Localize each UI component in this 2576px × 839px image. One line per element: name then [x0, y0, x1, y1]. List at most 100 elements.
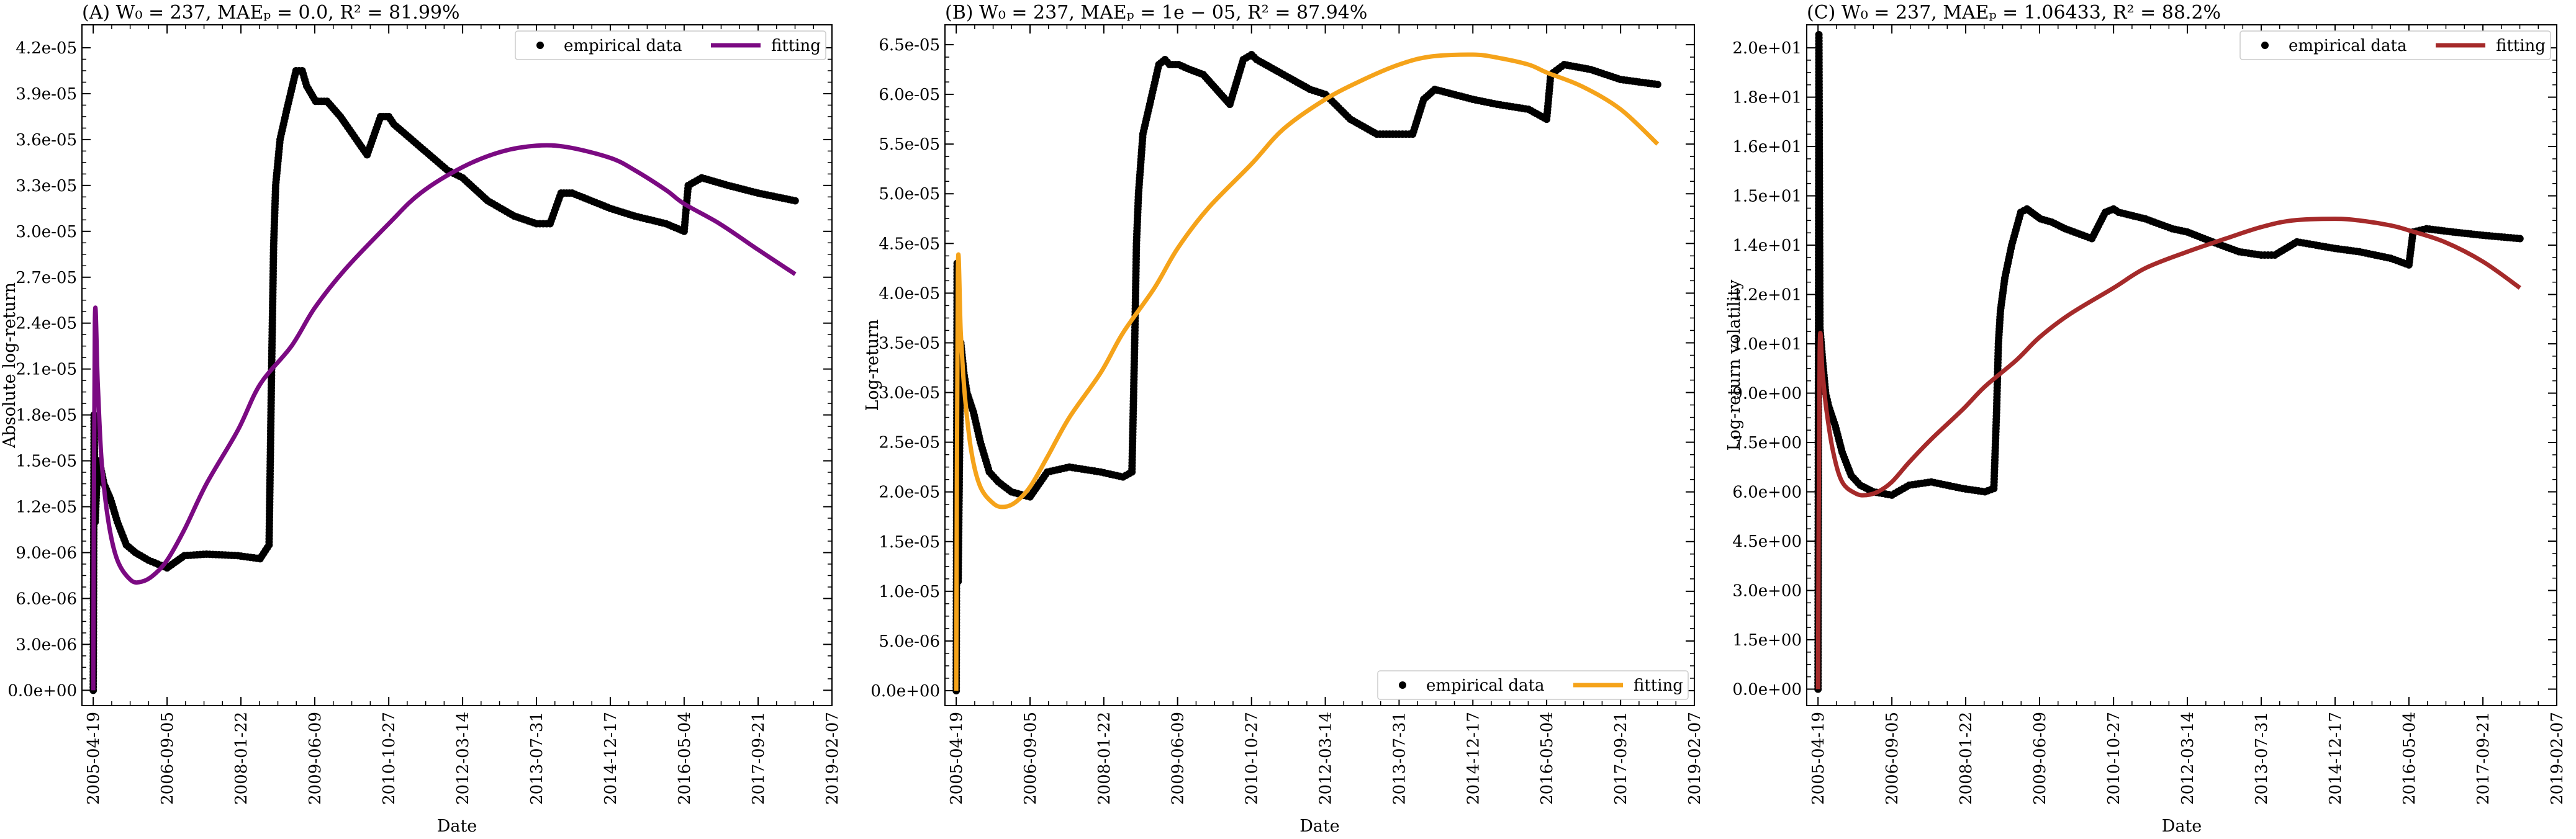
panel-b: (B) W₀ = 237, MAEₚ = 1e − 05, R² = 87.94… — [863, 2, 1704, 836]
legend-box — [2239, 30, 2551, 60]
legend-label-fitting: fitting — [771, 37, 821, 55]
x-tick-label: 2014-12-17 — [2326, 712, 2345, 805]
chart-title: (A) W₀ = 237, MAEₚ = 0.0, R² = 81.99% — [82, 2, 460, 24]
x-tick-label: 2012-03-14 — [454, 712, 472, 805]
y-tick-label: 1.4e+01 — [1732, 236, 1802, 255]
legend-marker-empirical — [536, 42, 544, 49]
plot-area — [89, 66, 799, 694]
x-tick-label: 2016-05-04 — [676, 712, 694, 805]
empirical-point — [791, 197, 799, 205]
legend-box — [515, 30, 826, 60]
y-tick-label: 6.5e-05 — [879, 36, 940, 55]
y-tick-label: 6.0e+00 — [1732, 483, 1802, 502]
fitting-line — [91, 143, 797, 691]
legend-label-empirical: empirical data — [2289, 37, 2407, 55]
y-tick-label: 3.0e+00 — [1732, 582, 1802, 601]
x-tick-label: 2006-09-05 — [1021, 712, 1040, 805]
y-tick-label: 2.4e-05 — [16, 315, 77, 333]
x-tick-label: 2019-02-07 — [1686, 712, 1704, 805]
y-tick-label: 3.3e-05 — [16, 177, 77, 195]
y-tick-label: 1.5e-05 — [879, 533, 940, 552]
chart-title: (B) W₀ = 237, MAEₚ = 1e − 05, R² = 87.94… — [945, 2, 1367, 24]
chart-title: (C) W₀ = 237, MAEₚ = 1.06433, R² = 88.2% — [1807, 2, 2221, 24]
y-tick-label: 6.0e-05 — [879, 86, 940, 104]
y-tick-label: 2.7e-05 — [16, 269, 77, 287]
x-tick-label: 2019-02-07 — [823, 712, 842, 805]
y-tick-label: 2.5e-05 — [879, 434, 940, 452]
x-tick-label: 2017-09-21 — [749, 712, 768, 805]
legend: empirical data fitting — [515, 30, 826, 60]
y-tick-label: 4.5e+00 — [1732, 532, 1802, 551]
y-tick-label: 5.0e-06 — [879, 632, 940, 651]
y-tick-label: 9.0e+00 — [1732, 385, 1802, 403]
y-tick-label: 6.0e-06 — [16, 590, 77, 608]
x-tick-label: 2005-04-19 — [84, 712, 103, 805]
x-tick-label: 2006-09-05 — [1883, 712, 1902, 805]
legend-marker-empirical — [2261, 42, 2269, 49]
y-tick-label: 1.2e-05 — [16, 498, 77, 517]
y-tick-label: 1.5e+01 — [1732, 187, 1802, 206]
x-tick-label: 2013-07-31 — [1390, 712, 1409, 805]
legend-label-empirical: empirical data — [564, 37, 682, 55]
x-tick-label: 2008-01-22 — [1957, 712, 1976, 805]
fitting-line — [1815, 217, 2521, 689]
y-tick-label: 1.8e+01 — [1732, 89, 1802, 107]
x-tick-label: 2017-09-21 — [2474, 712, 2493, 805]
x-tick-label: 2006-09-05 — [158, 712, 177, 805]
y-tick-label: 2.0e+01 — [1732, 39, 1802, 58]
plot-frame — [944, 24, 1695, 706]
y-tick-label: 2.0e-05 — [879, 483, 940, 502]
y-tick-label: 5.5e-05 — [879, 135, 940, 154]
y-tick-label: 0.0e+00 — [870, 682, 940, 701]
y-tick-label: 2.1e-05 — [16, 361, 77, 379]
y-tick-label: 3.0e-05 — [16, 223, 77, 241]
x-tick-label: 2010-10-27 — [380, 712, 399, 805]
y-tick-label: 3.0e-06 — [16, 635, 77, 654]
empirical-point — [2516, 235, 2524, 243]
y-tick-label: 7.5e+00 — [1732, 434, 1802, 452]
x-tick-label: 2008-01-22 — [232, 712, 251, 805]
y-tick-label: 3.0e-05 — [879, 384, 940, 403]
empirical-point — [1653, 81, 1661, 89]
x-tick-label: 2010-10-27 — [2105, 712, 2123, 805]
x-axis-label: Date — [1299, 817, 1340, 836]
x-tick-label: 2005-04-19 — [1809, 712, 1828, 805]
x-tick-label: 2014-12-17 — [602, 712, 620, 805]
x-tick-label: 2016-05-04 — [2400, 712, 2419, 805]
y-tick-label: 3.5e-05 — [879, 334, 940, 352]
legend-label-fitting: fitting — [2496, 37, 2546, 55]
y-tick-label: 3.6e-05 — [16, 131, 77, 150]
plot-frame — [81, 24, 833, 706]
legend-label-empirical: empirical data — [1426, 676, 1544, 695]
panel-a: (A) W₀ = 237, MAEₚ = 0.0, R² = 81.99% 0.0… — [0, 2, 842, 836]
x-axis-label: Date — [2162, 817, 2202, 836]
x-tick-label: 2009-06-09 — [306, 712, 325, 805]
y-tick-label: 4.0e-05 — [879, 284, 940, 303]
y-tick-label: 0.0e+00 — [1732, 681, 1802, 699]
x-tick-label: 2019-02-07 — [2548, 712, 2567, 805]
x-tick-label: 2010-10-27 — [1243, 712, 1262, 805]
x-tick-label: 2009-06-09 — [1169, 712, 1188, 805]
x-tick-label: 2012-03-14 — [1317, 712, 1335, 805]
x-tick-label: 2009-06-09 — [2031, 712, 2050, 805]
x-tick-label: 2016-05-04 — [1538, 712, 1557, 805]
legend-box — [1377, 670, 1689, 700]
y-tick-label: 4.2e-05 — [16, 39, 77, 58]
x-tick-label: 2017-09-21 — [1612, 712, 1630, 805]
y-tick-label: 1.0e-05 — [879, 583, 940, 601]
x-tick-label: 2008-01-22 — [1095, 712, 1114, 805]
x-tick-label: 2013-07-31 — [528, 712, 546, 805]
x-axis-label: Date — [437, 817, 477, 836]
legend: empirical data fitting — [2239, 30, 2551, 60]
y-axis-label: Absolute log-return — [0, 282, 19, 449]
y-axis-label: Log-return volatility — [1725, 279, 1744, 451]
y-tick-label: 0.0e+00 — [7, 681, 77, 700]
panel-c: (C) W₀ = 237, MAEₚ = 1.06433, R² = 88.2%… — [1725, 2, 2567, 836]
fitting-line — [954, 52, 1660, 691]
y-tick-label: 1.5e-05 — [16, 452, 77, 471]
y-tick-label: 3.9e-05 — [16, 85, 77, 104]
legend: empirical data fitting — [1377, 670, 1689, 700]
y-tick-label: 1.6e+01 — [1732, 138, 1802, 156]
y-axis-label: Log-return — [863, 319, 882, 411]
